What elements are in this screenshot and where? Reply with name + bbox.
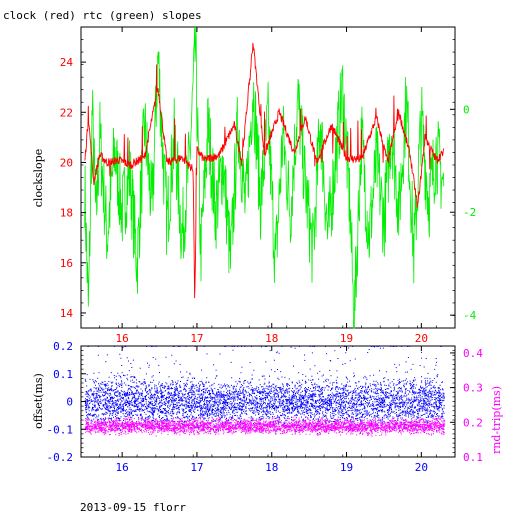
rnd-trip-tick-label: 0.2: [463, 416, 483, 429]
slopes-x-tick-label: 20: [415, 332, 428, 345]
slopes-x-tick-label: 19: [340, 332, 353, 345]
offset-axis-label: offset(ms): [32, 373, 45, 429]
offset-tick-label: -0.1: [47, 423, 74, 436]
offset-panel: -0.2-0.100.10.2 0.10.20.30.4 16 17 18 19 20 …: [32, 340, 503, 474]
rtc-axis: -4 -2 0: [450, 26, 477, 329]
clockslope-tick-label: 24: [60, 56, 74, 69]
clockslope-axis: 14 16 18 20 22 24: [60, 26, 86, 329]
clock-series-line: [84, 42, 445, 299]
slopes-x-tick-label: 18: [265, 332, 278, 345]
clockslope-tick-label: 16: [60, 257, 73, 270]
offset-plot-frame: [80, 345, 456, 458]
rnd-trip-tick-label: 0.3: [463, 382, 483, 395]
offset-scatter: [84, 346, 445, 437]
rtc-series: [84, 26, 445, 329]
clockslope-axis-label: clockslope: [32, 149, 45, 207]
slopes-x-tick-label: 16: [116, 332, 129, 345]
offset-tick-label: 0.1: [53, 368, 73, 381]
rnd-trip-axis-label: rnd-trip(ms): [490, 386, 503, 454]
clockslope-tick-label: 14: [60, 307, 74, 320]
slopes-x-axis: 16 17 18 19 20: [80, 27, 456, 345]
offset-x-tick-label: 18: [265, 461, 278, 474]
offset-tick-label: 0: [66, 396, 73, 409]
rnd-trip-axis: 0.1 0.2 0.3 0.4: [450, 345, 483, 464]
rtc-series-line: [84, 26, 445, 329]
offset-x-tick-label: 17: [190, 461, 203, 474]
offset-x-axis: 16 17 18 19 20: [80, 346, 456, 474]
offset-x-tick-label: 20: [415, 461, 428, 474]
rnd-trip-tick-label: 0.1: [463, 451, 483, 464]
slopes-panel: 14 16 18 20 22 24 -4 -2 0 16 17 18 19 20 clockslope: [32, 26, 477, 345]
offset-axis: -0.2 -0.1 0 0.1 0.2: [47, 340, 86, 464]
rnd-trip-points: [84, 416, 445, 437]
offset-tick-label: -0.2: [47, 451, 74, 464]
clockslope-tick-label: 18: [60, 207, 73, 220]
clockslope-tick-label: 22: [60, 106, 73, 119]
footer-caption: 2013-09-15 florr: [80, 501, 186, 512]
offset-tick-label: 0.2: [53, 340, 73, 353]
slopes-x-tick-label: 17: [190, 332, 203, 345]
rtc-tick-label: 0: [463, 103, 470, 116]
clock-series: [84, 42, 445, 299]
offset-x-tick-label: 16: [116, 461, 129, 474]
rtc-tick-label: -2: [463, 206, 476, 219]
offset-points: [84, 346, 445, 434]
clockslope-tick-label: 20: [60, 156, 73, 169]
offset-x-tick-label: 19: [340, 461, 353, 474]
rtc-tick-label: -4: [463, 309, 477, 322]
rnd-trip-tick-label: 0.4: [463, 347, 483, 360]
chart-title: clock (red) rtc (green) slopes: [3, 9, 202, 22]
